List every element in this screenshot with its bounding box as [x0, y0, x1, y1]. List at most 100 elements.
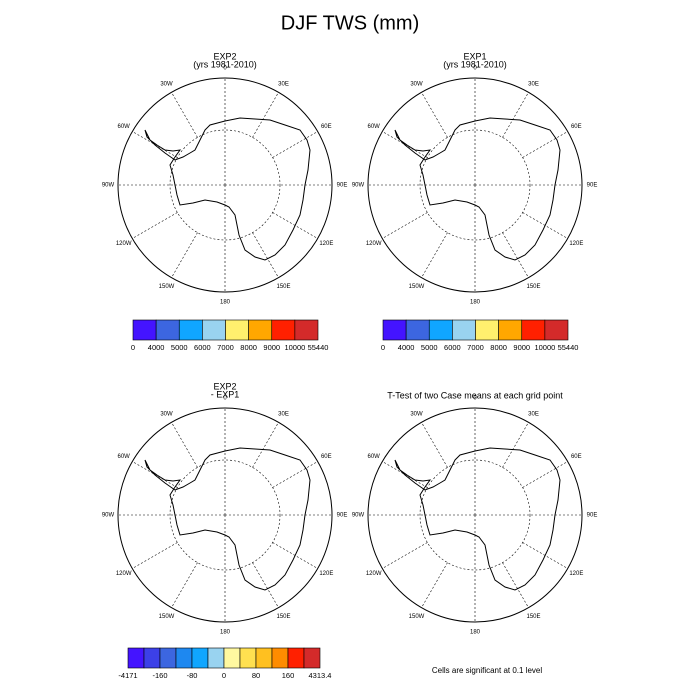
latitude-circle — [419, 459, 531, 571]
longitude-label: 30E — [278, 81, 289, 87]
colorbar-box — [287, 647, 305, 669]
colorbar-box — [303, 647, 321, 669]
longitude-label: 120W — [366, 241, 382, 247]
meridian — [502, 232, 529, 278]
longitude-label: 0 — [223, 66, 227, 72]
longitude-label: 90W — [102, 513, 115, 519]
coastline — [144, 447, 311, 591]
colorbar-box — [255, 647, 273, 669]
colorbar-box — [382, 319, 407, 341]
coastline — [394, 117, 561, 261]
colorbar-label: 9000 — [263, 343, 280, 352]
meridian — [272, 461, 318, 488]
map-border — [117, 77, 333, 293]
meridian — [421, 562, 448, 608]
longitude-label: 150E — [276, 614, 290, 620]
colorbar-box — [155, 319, 180, 341]
longitude-label: 30W — [410, 411, 423, 417]
longitude-label: 90W — [102, 183, 115, 189]
colorbar-label: 4000 — [398, 343, 415, 352]
colorbar-label: 8000 — [490, 343, 507, 352]
longitude-label: 120W — [366, 571, 382, 577]
longitude-label: 150W — [159, 614, 175, 620]
colorbar-box — [143, 647, 161, 669]
longitude-label: 0 — [473, 66, 477, 72]
map-panel: 0 30E 60E 90E 120E 150E 180 150W 120W 90W 60W 30W EX… — [102, 51, 348, 305]
meridian — [252, 232, 279, 278]
meridian — [252, 562, 279, 608]
colorbar-label: 55440 — [308, 343, 329, 352]
longitude-label: 180 — [470, 630, 481, 636]
meridian — [382, 542, 428, 569]
longitude-label: 90E — [587, 513, 598, 519]
longitude-label: 30E — [528, 81, 539, 87]
colorbar-box — [191, 647, 209, 669]
meridian — [502, 422, 529, 468]
map-border — [367, 77, 583, 293]
figure-title: DJF TWS (mm) — [281, 12, 420, 34]
colorbar-label: -160 — [152, 671, 167, 680]
colorbar-label: 9000 — [513, 343, 530, 352]
colorbar-box — [239, 647, 257, 669]
colorbar-box — [271, 319, 296, 341]
colorbar-box — [428, 319, 453, 341]
meridian — [252, 422, 279, 468]
longitude-label: 60W — [118, 454, 131, 460]
colorbar-label: 7000 — [217, 343, 234, 352]
meridian — [522, 461, 568, 488]
longitude-label: 150E — [276, 284, 290, 290]
colorbar-box — [405, 319, 430, 341]
longitude-label: 60E — [321, 124, 332, 130]
longitude-label: 30E — [528, 411, 539, 417]
colorbar-label: 10000 — [534, 343, 555, 352]
longitude-label: 30E — [278, 411, 289, 417]
panel-title: T-Test of two Case means at each grid po… — [387, 390, 563, 400]
longitude-label: 150E — [526, 284, 540, 290]
longitude-label: 150W — [409, 614, 425, 620]
colorbar-label: 5000 — [171, 343, 188, 352]
colorbar-label: 80 — [252, 671, 260, 680]
colorbar-label: 55440 — [558, 343, 579, 352]
latitude-circle — [419, 129, 531, 241]
map-border — [117, 407, 333, 623]
longitude-label: 120W — [116, 241, 132, 247]
longitude-label: 180 — [220, 630, 231, 636]
colorbar-box — [175, 647, 193, 669]
meridian — [502, 562, 529, 608]
meridian — [171, 92, 198, 138]
colorbar-box — [223, 647, 241, 669]
longitude-label: 60E — [571, 124, 582, 130]
colorbar-label: 0 — [381, 343, 385, 352]
meridian — [522, 131, 568, 158]
longitude-label: 90E — [337, 183, 348, 189]
colorbar-box — [452, 319, 476, 341]
longitude-label: 30W — [160, 81, 173, 87]
colorbar-box — [127, 647, 145, 669]
longitude-label: 0 — [223, 396, 227, 402]
longitude-label: 60W — [118, 124, 131, 130]
colorbar-box — [207, 647, 225, 669]
colorbar-label: 5000 — [421, 343, 438, 352]
longitude-label: 120E — [569, 571, 583, 577]
colorbar-box — [475, 319, 499, 341]
longitude-label: 120E — [319, 571, 333, 577]
longitude-label: 120E — [569, 241, 583, 247]
coastline — [144, 117, 311, 261]
colorbar-label: 4000 — [148, 343, 165, 352]
panel-title: EXP2 — [213, 51, 236, 61]
colorbar-label: 10000 — [284, 343, 305, 352]
colorbar-box — [271, 647, 289, 669]
colorbar-box — [498, 319, 523, 341]
longitude-label: 90E — [587, 183, 598, 189]
coastline — [394, 447, 561, 591]
longitude-label: 30W — [160, 411, 173, 417]
colorbar-label: 160 — [282, 671, 295, 680]
meridian — [502, 92, 529, 138]
colorbar-label: 0 — [131, 343, 135, 352]
colorbar-label: 8000 — [240, 343, 257, 352]
panel-title: EXP1 — [463, 51, 486, 61]
colorbar-box — [544, 319, 569, 341]
panel-title: - EXP1 — [211, 389, 240, 399]
meridian — [421, 422, 448, 468]
